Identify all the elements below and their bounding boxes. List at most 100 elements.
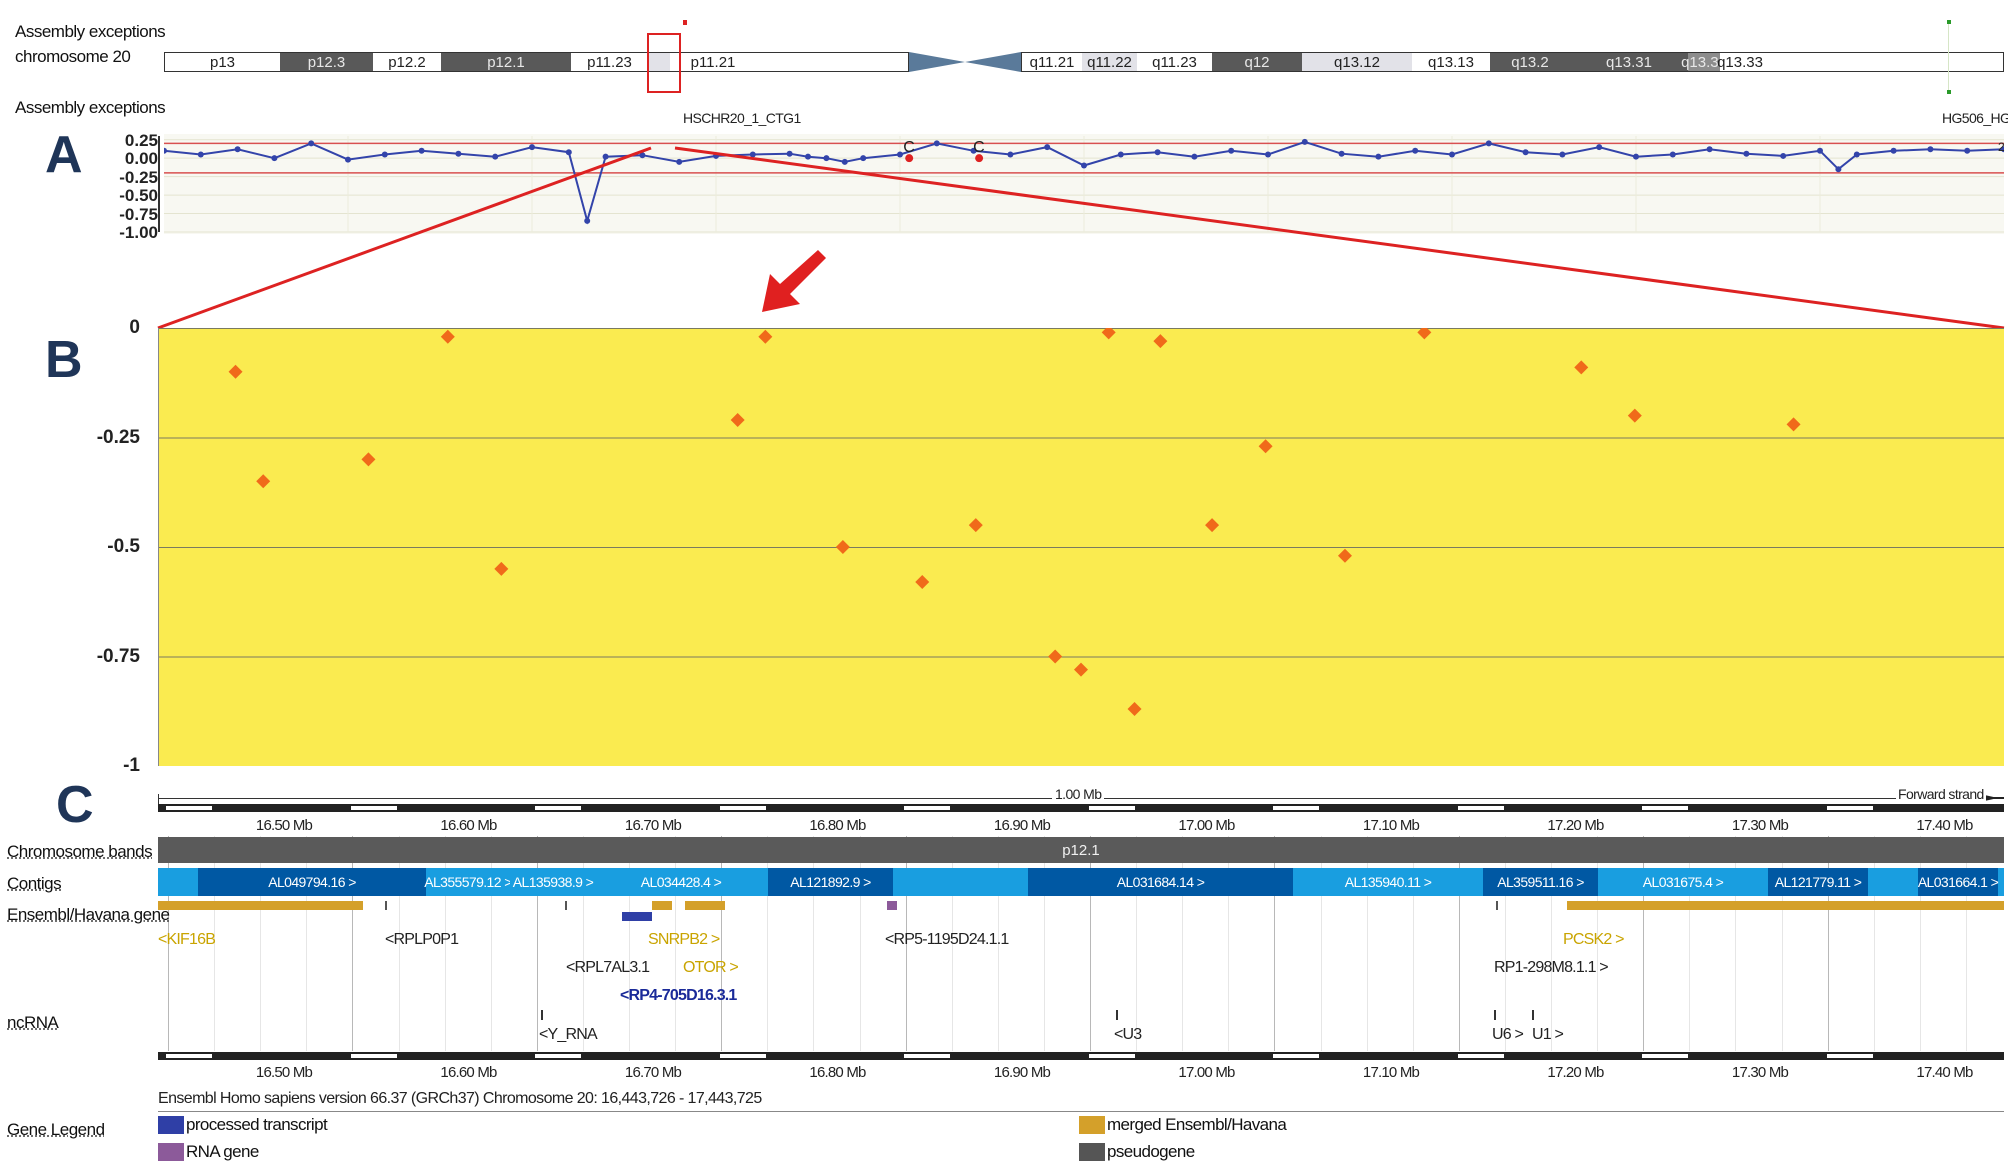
chromosome-band[interactable]: q13.32 xyxy=(1681,53,1727,71)
chromosome-band[interactable]: q13.2 xyxy=(1490,53,1570,71)
chromosome-band[interactable]: q13.33 xyxy=(1717,53,1763,71)
chromosome-band[interactable]: p12.3 xyxy=(280,53,373,71)
contig[interactable]: AL135938.9 > xyxy=(510,868,596,896)
panel-a-point xyxy=(1669,151,1676,158)
contig[interactable] xyxy=(893,868,948,896)
gene-label-rpl7al3[interactable]: <RPL7AL3.1 xyxy=(566,959,650,976)
ruler-tick-label: 17.40 Mb xyxy=(1916,1064,1973,1081)
ncrna-label-y-rna[interactable]: <Y_RNA xyxy=(539,1026,598,1043)
panel-a-point xyxy=(584,217,591,224)
gene-bar-snrpb2[interactable] xyxy=(652,901,672,910)
panel-b-point xyxy=(730,412,745,427)
panel-a-point xyxy=(1301,138,1308,145)
ruler-tick-label: 16.80 Mb xyxy=(809,1064,866,1081)
panel-a-point xyxy=(492,153,499,160)
chromosome-band[interactable]: q11.23 xyxy=(1137,53,1212,71)
ruler-tick-label: 16.70 Mb xyxy=(624,1064,682,1081)
ncrna-label-u6[interactable]: U6 > xyxy=(1492,1026,1524,1043)
gene-label-rp4[interactable]: <RP4-705D16.3.1 xyxy=(620,987,737,1004)
contig[interactable]: AL031684.14 > xyxy=(1028,868,1293,896)
panel-a-point xyxy=(1449,151,1455,158)
gene-bar-processed[interactable] xyxy=(622,912,652,921)
chromosome-band[interactable]: p13 xyxy=(165,53,280,71)
gene-label-snrpb2[interactable]: SNRPB2 > xyxy=(648,931,720,948)
panel-a-point xyxy=(308,140,315,147)
gene-label-rplp0p1[interactable]: <RPLP0P1 xyxy=(385,931,459,948)
gene-bar-pcsk2[interactable] xyxy=(1567,901,2004,910)
gene-label-rp1[interactable]: RP1-298M8.1.1 > xyxy=(1494,959,1609,976)
contig[interactable]: AL359511.16 > xyxy=(1483,868,1598,896)
ruler-tick-label: 16.90 Mb xyxy=(993,1064,1051,1081)
chromosome-band[interactable]: p12.2 xyxy=(373,53,441,71)
ruler-segment xyxy=(1457,806,1504,810)
panel-a-edge-label: 2 xyxy=(1998,140,2005,154)
track-gridline xyxy=(1827,836,1829,1051)
gene-bar-rna[interactable] xyxy=(887,901,897,910)
panel-b-ytick: 0 xyxy=(129,317,140,338)
chromosome-band[interactable]: p12.1 xyxy=(441,53,571,71)
track-gridline xyxy=(1735,836,1737,1051)
ncrna-label-u1[interactable]: U1 > xyxy=(1532,1026,1564,1043)
contig[interactable]: AL355579.12 > xyxy=(424,868,512,896)
contigs-track[interactable]: AL049794.16 > AL355579.12 > AL135938.9 > AL… xyxy=(158,868,2004,896)
track-title-ncrna: ncRNA xyxy=(7,1013,59,1032)
contig[interactable]: AL031675.4 > xyxy=(1598,868,1768,896)
track-gridline xyxy=(1136,836,1138,1051)
chromosome-band[interactable]: p11.21 xyxy=(670,53,756,71)
panel-a-point xyxy=(271,155,278,162)
track-title-chromosome: chromosome 20 xyxy=(15,47,131,66)
chromosome-band[interactable]: q12 xyxy=(1212,53,1302,71)
gene-label-pcsk2[interactable]: PCSK2 > xyxy=(1563,931,1624,948)
gene-label-otor[interactable]: OTOR > xyxy=(683,959,739,976)
panel-a-point xyxy=(1706,146,1713,153)
ncrna-tick xyxy=(1116,1010,1118,1020)
ncrna-label-u3[interactable]: <U3 xyxy=(1114,1026,1142,1043)
highlight-arrow xyxy=(762,250,826,312)
contig[interactable]: AL034428.4 > xyxy=(596,868,766,896)
exception-label-right: HG506_HG xyxy=(1942,110,2008,126)
contig[interactable]: AL135940.11 > xyxy=(1293,868,1483,896)
track-gridline xyxy=(951,836,953,1051)
gene-bar-otor[interactable] xyxy=(685,901,725,910)
chromosome-band-bar[interactable]: p12.1 xyxy=(158,837,2004,863)
chromosome-ideogram[interactable]: p13 p12.3 p12.2 p12.1 p11.23 p11.21 q11.21 q11… xyxy=(164,52,2004,72)
ruler-segment xyxy=(904,1054,950,1058)
panel-a-point xyxy=(823,155,830,162)
track-gridline xyxy=(444,836,446,1051)
contig[interactable]: AL031664.1 > xyxy=(1918,868,1999,896)
panel-a-point xyxy=(1780,152,1787,159)
panel-a-point xyxy=(1522,149,1529,156)
chromosome-band[interactable]: q13.12 xyxy=(1302,53,1412,71)
chromosome-band[interactable]: q13.31 xyxy=(1570,53,1688,71)
contig[interactable]: AL049794.16 > xyxy=(198,868,426,896)
gene-label-kif16b[interactable]: <KIF16B xyxy=(158,931,216,948)
panel-a-point xyxy=(1117,151,1124,158)
track-gridline xyxy=(1320,836,1322,1051)
panel-a-yaxis-line xyxy=(158,136,160,232)
panel-b-plot[interactable] xyxy=(158,328,2004,766)
chromosome-band[interactable]: q11.22 xyxy=(1082,53,1137,71)
gene-tick xyxy=(385,901,387,910)
gene-bar-kif16b[interactable] xyxy=(158,901,363,910)
gene-label-rp5[interactable]: <RP5-1195D24.1.1 xyxy=(885,931,1009,948)
track-gridline xyxy=(813,836,815,1051)
gene-tick xyxy=(1496,901,1498,910)
panel-a-point xyxy=(676,158,683,165)
chromosome-band[interactable]: p11.23 xyxy=(571,53,648,71)
chromosome-band[interactable]: q13.13 xyxy=(1412,53,1490,71)
ruler-segment xyxy=(1273,806,1319,810)
ruler-tick-label: 16.60 Mb xyxy=(440,1064,497,1081)
ncrna-tick xyxy=(1532,1010,1534,1020)
contig[interactable]: AL121892.9 > xyxy=(768,868,893,896)
contig[interactable]: AL121779.11 > xyxy=(1768,868,1868,896)
chromosome-band[interactable] xyxy=(648,53,670,71)
ruler-segment xyxy=(719,806,766,810)
panel-a-point xyxy=(1338,150,1345,157)
chromosome-band[interactable]: q11.21 xyxy=(1022,53,1082,71)
ruler-tick-label: 16.90 Mb xyxy=(993,817,1051,834)
track-gridline xyxy=(214,836,216,1051)
panel-a-point xyxy=(933,140,940,147)
panel-a-point xyxy=(1817,147,1823,154)
ideogram-selection-box[interactable] xyxy=(647,33,681,93)
